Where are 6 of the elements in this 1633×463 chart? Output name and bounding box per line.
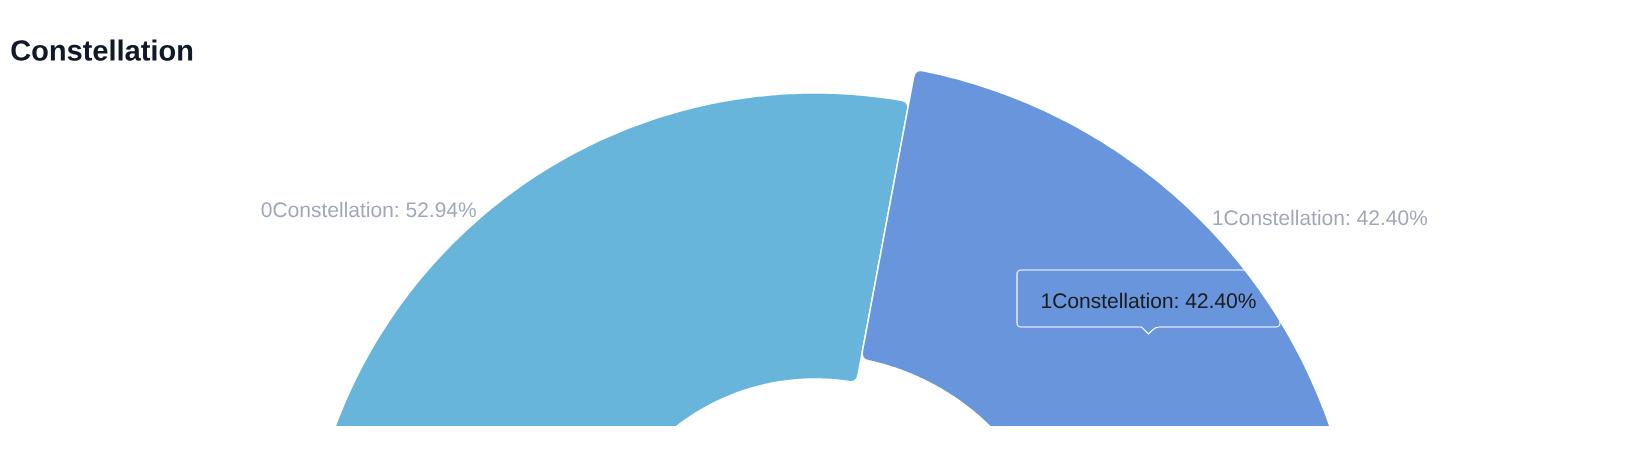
- slice-label: 1Constellation: [1213, 209, 1344, 226]
- text: 1Constellation: 42.40%: [1042, 292, 1256, 309]
- chart-title: Constellation: [11, 39, 193, 61]
- data-label: : 52.94%: [395, 202, 476, 218]
- slice-label: 0Constellation: [261, 201, 393, 218]
- data-label: : 42.40%: [1346, 210, 1428, 226]
